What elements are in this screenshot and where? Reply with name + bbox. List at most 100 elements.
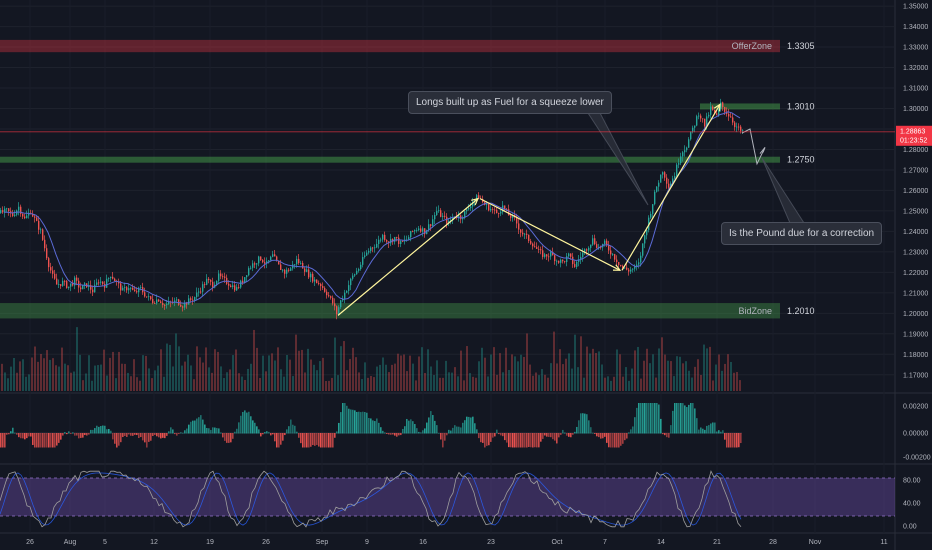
volume-bar — [574, 334, 576, 391]
macd-bar — [170, 427, 172, 434]
candle-body — [534, 246, 536, 248]
macd-bar — [656, 403, 658, 434]
macd-bar — [310, 433, 312, 447]
macd-bar — [488, 433, 490, 446]
macd-bar — [526, 433, 528, 448]
macd-bar — [282, 433, 284, 441]
volume-bar — [49, 359, 51, 391]
candle-body — [458, 215, 460, 218]
volume-bar — [43, 358, 45, 391]
volume-bar — [28, 374, 30, 391]
candle-body — [202, 284, 204, 292]
volume-bar — [376, 366, 378, 391]
volume-bar — [10, 366, 12, 391]
candle-body — [408, 237, 410, 240]
macd-bar — [704, 429, 706, 434]
candle-body — [672, 178, 674, 184]
candle-body — [140, 287, 142, 288]
stoch-tick-2: 0.00 — [903, 524, 917, 531]
macd-bar — [496, 429, 498, 434]
macd-bar — [724, 433, 726, 440]
macd-bar — [90, 429, 92, 434]
volume-bar — [721, 370, 723, 391]
macd-bar — [358, 411, 360, 434]
macd-bar — [498, 433, 500, 435]
macd-bar — [734, 433, 736, 448]
macd-bar — [164, 433, 166, 439]
macd-bar — [458, 426, 460, 434]
candle-body — [564, 261, 566, 263]
macd-bar — [682, 403, 684, 434]
candle-body — [574, 264, 576, 267]
candle-body — [472, 201, 474, 207]
volume-bar — [247, 368, 249, 391]
macd-bar — [390, 433, 392, 435]
volume-bar — [25, 376, 27, 391]
macd-bar — [254, 422, 256, 434]
macd-bar — [740, 433, 742, 444]
macd-bar — [470, 417, 472, 434]
candle-body — [410, 231, 412, 238]
macd-bar — [420, 432, 422, 434]
level-band-0 — [700, 103, 780, 110]
macd-bar — [272, 433, 274, 435]
macd-bar — [126, 433, 128, 437]
volume-bar — [466, 346, 468, 391]
candle-body — [154, 302, 156, 304]
candle-body — [200, 291, 202, 293]
volume-bar — [64, 363, 66, 391]
volume-bar — [367, 377, 369, 391]
candle-body — [224, 276, 226, 278]
macd-bar — [44, 433, 46, 448]
macd-bar — [316, 433, 318, 445]
candle-body — [258, 256, 260, 264]
candle-body — [506, 209, 508, 210]
candle-body — [182, 306, 184, 308]
projection-path — [741, 128, 766, 166]
macd-bar — [198, 417, 200, 434]
annotation-longs-fuel[interactable]: Longs built up as Fuel for a squeeze low… — [408, 91, 612, 114]
volume-bar — [262, 355, 264, 391]
price-tick-12: 1.23000 — [903, 249, 928, 256]
annotation-pound-correction[interactable]: Is the Pound due for a correction — [721, 222, 883, 245]
time-label-6: Sep — [316, 539, 329, 546]
candle-body — [570, 253, 572, 257]
macd-bar — [692, 403, 694, 434]
candle-body — [630, 269, 632, 272]
candle-body — [622, 265, 624, 269]
candle-body — [328, 295, 330, 297]
candle-body — [696, 116, 698, 126]
candle-body — [604, 240, 606, 245]
macd-bar — [658, 404, 660, 434]
candle-body — [548, 256, 550, 258]
candle-body — [0, 210, 2, 213]
volume-bar — [469, 373, 471, 391]
macd-bar — [60, 433, 62, 440]
candle-body — [616, 259, 618, 263]
volume-bar — [298, 350, 300, 391]
candle-body — [642, 243, 644, 256]
volume-bar — [484, 357, 486, 391]
volume-bar — [523, 356, 525, 391]
candle-body — [560, 259, 562, 263]
macd-bar — [524, 433, 526, 448]
volume-bar — [37, 361, 39, 391]
macd-bar — [118, 433, 120, 446]
candle-body — [168, 301, 170, 304]
macd-bar — [312, 433, 314, 446]
volume-bar — [22, 359, 24, 391]
candle-body — [8, 208, 10, 212]
candle-body — [530, 241, 532, 244]
candle-body — [712, 106, 714, 110]
macd-bar — [230, 433, 232, 443]
candle-body — [516, 216, 518, 224]
stoch-tick-1: 40.00 — [903, 501, 921, 508]
macd-bar — [688, 404, 690, 434]
macd-bar — [138, 433, 140, 439]
time-label-14: 28 — [769, 539, 777, 546]
macd-bar — [436, 425, 438, 434]
macd-bar — [112, 433, 114, 440]
trend-arrowhead-1 — [612, 264, 622, 271]
volume-bar — [364, 362, 366, 391]
